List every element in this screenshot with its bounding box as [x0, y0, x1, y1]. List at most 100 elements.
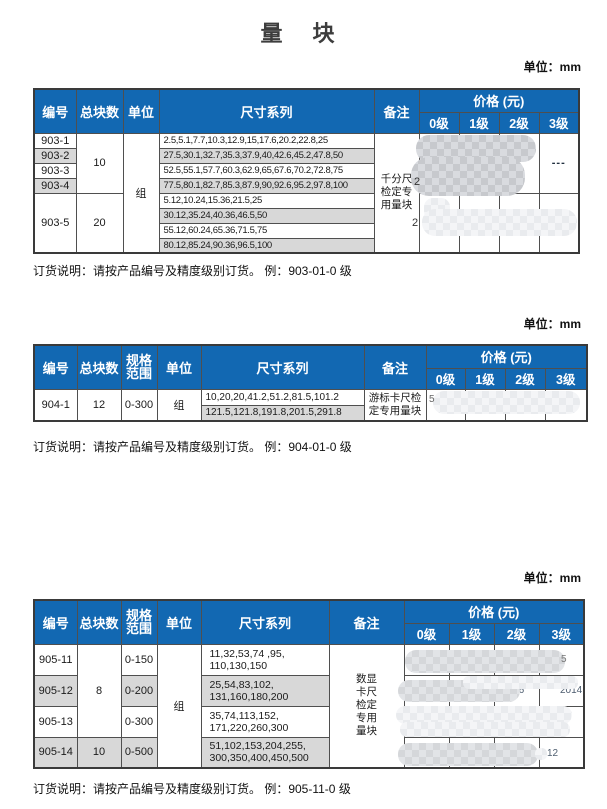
price-fragment: 5 [429, 394, 435, 405]
cell-range: 0-500 [120, 736, 158, 769]
price-level-header: 1级 [458, 111, 500, 134]
cell-code: 903-2 [33, 147, 77, 164]
cell-code: 903-1 [33, 132, 77, 149]
price-level-header: 0级 [418, 111, 460, 134]
price-level-header: 3级 [544, 367, 588, 390]
cell-range: 0-300 [120, 705, 158, 738]
cell-sizes: 5.12,10.24,15.36,21.5,25 [158, 192, 375, 209]
cell-sizes: 52.5,55.1,57.7,60.3,62.9,65,67.6,70.2,72… [158, 162, 375, 179]
col-header-remark: 备注 [373, 88, 420, 134]
cell-code: 905-14 [33, 736, 78, 769]
cell-range: 0-300 [120, 388, 158, 422]
col-header-code: 编号 [33, 344, 78, 390]
cell-range: 0-150 [120, 643, 158, 676]
order-note: 订货说明：请按产品编号及精度级别订货。 例：904-01-0 级 [33, 440, 352, 454]
col-header-range: 规格 范围 [120, 599, 158, 645]
cell-sizes: 35,74,113,152, 171,220,260,300 [200, 705, 330, 738]
price-fragment: 5 [561, 654, 567, 665]
blur-redaction [411, 157, 525, 196]
price-level-header: 3级 [538, 111, 580, 134]
cell-code: 903-5 [33, 192, 77, 254]
cell-sizes: 77.5,80.1,82.7,85.3,87.9,90,92.6,95.2,97… [158, 177, 375, 194]
cell-code: 905-12 [33, 674, 78, 707]
cell-sizes: 11,32,53,74 ,95, 110,130,150 [200, 643, 330, 676]
cell-sizes: 55.12,60.24,65.36,71.5,75 [158, 222, 375, 239]
cell-unit: 组 [156, 388, 202, 422]
order-note: 订货说明：请按产品编号及精度级别订货。 例：903-01-0 级 [33, 264, 352, 278]
table-904: 编号 总块数 规格 范围 单位 尺寸系列 备注 价格 (元) 0级 1级 2级 … [33, 344, 588, 422]
blur-redaction [396, 706, 572, 724]
col-header-remark: 备注 [363, 344, 427, 390]
col-header-remark: 备注 [328, 599, 405, 645]
cell-code: 903-3 [33, 162, 77, 179]
col-header-code: 编号 [33, 88, 77, 134]
col-header-total: 总块数 [76, 344, 122, 390]
col-header-unit: 单位 [122, 88, 160, 134]
price-level-header: 2级 [498, 111, 540, 134]
col-header-sizes: 尺寸系列 [200, 344, 365, 390]
cell-total: 12 [76, 388, 122, 422]
col-header-total: 总块数 [76, 599, 122, 645]
col-header-sizes: 尺寸系列 [200, 599, 330, 645]
cell-code: 905-13 [33, 705, 78, 738]
price-cell: --- [538, 132, 580, 194]
cell-remark: 千分尺 检定专 用量块 [373, 132, 420, 254]
cell-remark: 数显 卡尺 检定 专用 量块 [328, 643, 405, 769]
cell-total: 8 [76, 643, 122, 738]
price-level-header: 1级 [448, 622, 495, 645]
price-fragment: 2014 [560, 685, 583, 696]
blur-redaction [463, 676, 578, 689]
col-header-unit: 单位 [156, 599, 202, 645]
blur-redaction [433, 391, 580, 414]
cell-sizes: 10,20,20,41.2,51.2,81.5,101.2 [200, 388, 365, 406]
cell-sizes: 27.5,30.1,32.7,35.3,37.9,40,42.6,45.2,47… [158, 147, 375, 164]
cell-remark: 游标卡尺检 定专用量块 [363, 388, 427, 422]
cell-total: 10 [76, 736, 122, 769]
col-header-code: 编号 [33, 599, 78, 645]
cell-sizes: 51,102,153,204,255, 300,350,400,450,500 [200, 736, 330, 769]
price-level-header: 0级 [403, 622, 450, 645]
price-level-header: 3级 [538, 622, 585, 645]
page-title: 量 块 [260, 21, 347, 46]
price-fragment: 2 [414, 176, 421, 188]
cell-code: 905-11 [33, 643, 78, 676]
cell-range: 0-200 [120, 674, 158, 707]
unit-label: 单位：mm [523, 571, 581, 585]
price-level-header: 0级 [425, 367, 466, 390]
table-904-wrapper: 编号 总块数 规格 范围 单位 尺寸系列 备注 价格 (元) 0级 1级 2级 … [33, 344, 588, 422]
table-905-wrapper: 编号 总块数 规格 范围 单位 尺寸系列 备注 价格 (元) 0级 1级 2级 … [33, 599, 585, 769]
cell-total: 20 [75, 192, 124, 254]
price-level-header: 2级 [504, 367, 546, 390]
cell-total: 10 [75, 132, 124, 194]
unit-label: 单位：mm [523, 317, 581, 331]
table-905: 编号 总块数 规格 范围 单位 尺寸系列 备注 价格 (元) 0级 1级 2级 … [33, 599, 585, 769]
unit-label: 单位：mm [523, 60, 581, 74]
blur-redaction [535, 748, 547, 760]
blur-redaction [400, 722, 570, 737]
cell-code: 903-4 [33, 177, 77, 194]
cell-sizes: 25,54,83,102, 131,160,180,200 [200, 674, 330, 707]
cell-sizes: 30.12,35.24,40.36,46.5,50 [158, 207, 375, 224]
price-level-header: 1级 [464, 367, 506, 390]
col-header-sizes: 尺寸系列 [158, 88, 375, 134]
cell-code: 904-1 [33, 388, 78, 422]
price-fragment: 12 [547, 748, 559, 759]
cell-sizes: 2.5,5.1,7.7,10.3,12.9,15,17.6,20.2,22.8,… [158, 132, 375, 149]
cell-unit: 组 [122, 132, 160, 254]
table-903-wrapper: 编号 总块数 单位 尺寸系列 备注 价格 (元) 0级 1级 2级 3级 903… [33, 88, 580, 254]
col-header-price: 价格 (元) [425, 344, 588, 369]
col-header-price: 价格 (元) [403, 599, 585, 624]
col-header-price: 价格 (元) [418, 88, 580, 113]
col-header-total: 总块数 [75, 88, 124, 134]
cell-unit: 组 [156, 643, 202, 769]
cell-sizes: 121.5,121.8,191.8,201.5,291.8 [200, 404, 365, 422]
price-level-header: 2级 [493, 622, 540, 645]
cell-sizes: 80.12,85.24,90.36,96.5,100 [158, 237, 375, 254]
price-fragment: 2 [412, 217, 419, 229]
blur-redaction [398, 743, 538, 766]
blur-redaction [422, 209, 577, 236]
blur-redaction [405, 650, 565, 673]
col-header-unit: 单位 [156, 344, 202, 390]
col-header-range: 规格 范围 [120, 344, 158, 390]
